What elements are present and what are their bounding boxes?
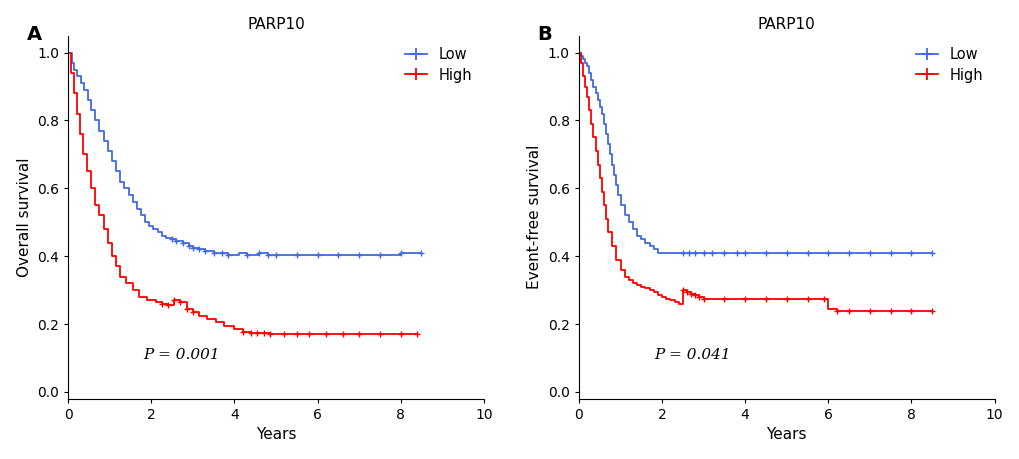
- Legend: Low, High: Low, High: [400, 43, 476, 88]
- Title: PARP10: PARP10: [247, 17, 305, 32]
- Text: P = 0.001: P = 0.001: [143, 348, 219, 363]
- Y-axis label: Event-free survival: Event-free survival: [527, 145, 542, 289]
- Legend: Low, High: Low, High: [910, 43, 986, 88]
- Text: A: A: [26, 25, 42, 44]
- X-axis label: Years: Years: [256, 427, 296, 442]
- Text: B: B: [537, 25, 551, 44]
- Title: PARP10: PARP10: [757, 17, 815, 32]
- X-axis label: Years: Years: [765, 427, 806, 442]
- Y-axis label: Overall survival: Overall survival: [16, 157, 32, 277]
- Text: P = 0.041: P = 0.041: [653, 348, 730, 363]
